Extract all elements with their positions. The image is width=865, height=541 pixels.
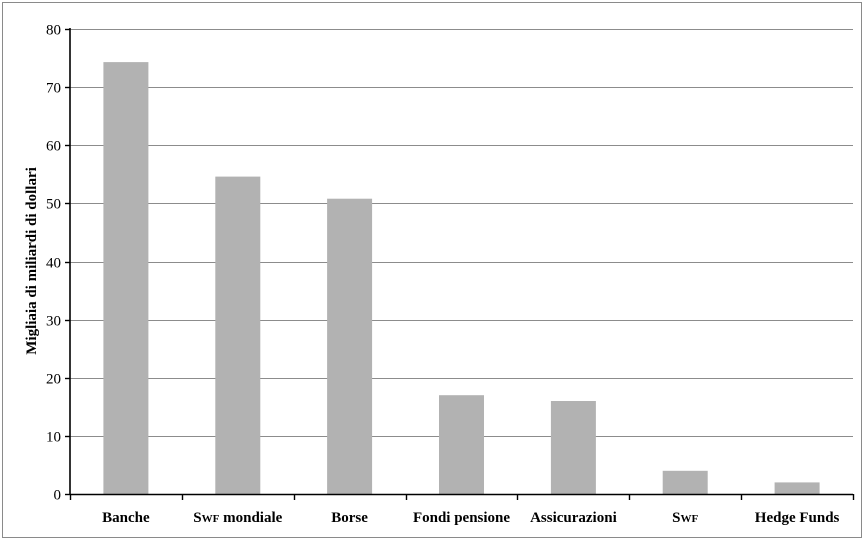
y-tick-label: 20 (46, 372, 61, 388)
y-tick-label: 40 (46, 256, 61, 272)
tick-labels: 0 10 20 30 40 50 60 70 80 Banche SWF mondiale Borse… (46, 23, 840, 527)
x-tick-label: Fondi pensione (413, 510, 510, 526)
bar-fondi-pensione (439, 395, 484, 494)
x-tick-label: SWF mondiale (193, 510, 282, 526)
axes (65, 28, 855, 500)
bar-assicurazioni (550, 401, 596, 494)
bar-hedge-funds (774, 482, 820, 494)
y-axis-label: Migliaia di miliardi di dollari (24, 167, 40, 355)
bars (103, 62, 820, 495)
x-tick-label: SWF (672, 510, 698, 526)
gridlines (70, 29, 853, 437)
bar-swf-mondiale (215, 176, 261, 494)
y-tick-label: 0 (54, 488, 62, 504)
y-tick-label: 60 (46, 139, 61, 155)
x-tick-label: Assicurazioni (530, 510, 617, 526)
y-tick-label: 10 (46, 430, 61, 446)
y-tick-label: 80 (46, 23, 61, 39)
x-tick-label: Borse (331, 510, 368, 526)
x-tick-label: Hedge Funds (755, 510, 840, 526)
bar-swf (662, 470, 708, 495)
y-tick-label: 50 (46, 197, 61, 213)
bar-borse (327, 198, 373, 494)
bar-banche (103, 62, 149, 494)
y-tick-label: 30 (46, 314, 61, 330)
x-tick-label: Banche (102, 510, 150, 526)
y-tick-label: 70 (46, 81, 61, 97)
